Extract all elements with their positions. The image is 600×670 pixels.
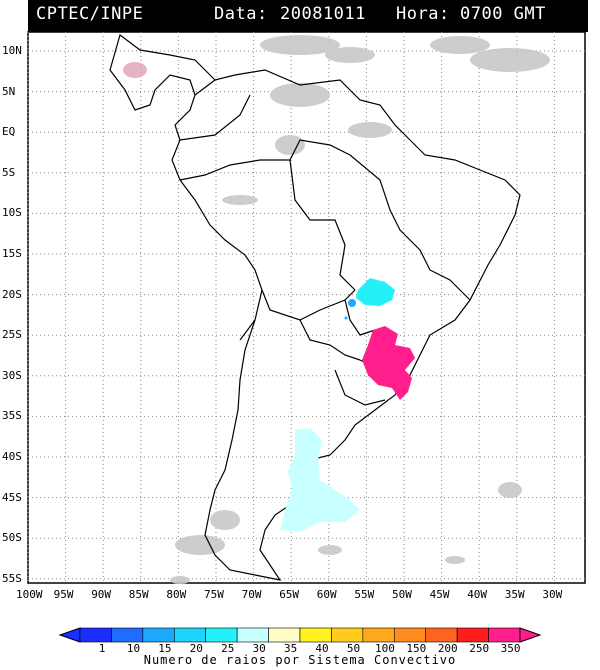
lat-tick-label: 40S <box>2 450 22 463</box>
lat-tick-label: 35S <box>2 409 22 423</box>
cloud-cover <box>170 35 550 584</box>
legend-value-label: 50 <box>346 642 361 655</box>
legend-swatch <box>173 627 207 643</box>
legend-swatch <box>79 627 112 643</box>
legend-swatch <box>488 627 521 643</box>
legend-swatch <box>205 627 238 643</box>
lon-tick-label: 60W <box>316 588 337 601</box>
graticule <box>27 32 585 583</box>
lat-tick-label: 15S <box>2 247 22 260</box>
lat-tick-label: 20S <box>2 287 22 301</box>
lat-tick-label: 50S <box>2 531 22 545</box>
legend-swatch <box>299 627 332 643</box>
legend-value-label: 15 <box>158 642 172 655</box>
lon-tick-label: 50W <box>392 588 412 601</box>
legend-swatch <box>111 627 144 643</box>
cloud-cover-pink <box>123 62 147 78</box>
lon-tick-label: 80W <box>166 588 187 601</box>
lon-tick-label: 55W <box>354 588 375 601</box>
lon-tick-label: 75W <box>204 588 224 601</box>
lat-tick-label: EQ <box>2 125 16 139</box>
lat-tick-label: 25S <box>2 328 22 342</box>
lat-tick-label: 10N <box>2 44 22 57</box>
legend-swatch <box>236 627 269 643</box>
lon-tick-label: 35W <box>504 588 525 601</box>
lon-tick-label: 45W <box>429 588 450 601</box>
legend-swatch <box>142 627 175 643</box>
lat-tick-label: 5N <box>2 84 16 98</box>
legend-value-label: 350 <box>500 642 521 655</box>
lat-tick-label: 10S <box>2 206 22 220</box>
legend-swatch <box>456 627 489 643</box>
legend-swatch <box>268 627 301 643</box>
legend-value-label: 25 <box>221 642 235 655</box>
legend-value-label: 150 <box>406 642 427 655</box>
legend-value-label: 30 <box>252 642 266 655</box>
legend-swatch <box>425 627 458 643</box>
lat-tick-label: 45S <box>2 490 22 504</box>
continent-outline <box>109 33 521 581</box>
legend-value-label: 200 <box>437 642 458 655</box>
legend-value-label: 250 <box>469 642 490 655</box>
storm-paraguay <box>344 278 395 320</box>
lon-tick-label: 85W <box>128 588 149 601</box>
map-header: CPTEC/INPE Data: 20081011 Hora: 0700 GMT <box>28 0 588 32</box>
color-legend <box>0 620 600 670</box>
legend-value-label: 1 <box>98 642 106 655</box>
lon-tick-label: 100W <box>16 588 43 601</box>
hour-value: 0700 GMT <box>460 4 546 24</box>
legend-value-label: 100 <box>374 642 395 655</box>
legend-value-label: 10 <box>126 642 141 655</box>
legend-value-label: 40 <box>315 642 329 655</box>
lat-tick-label: 55S <box>2 571 22 585</box>
lat-tick-label: 30S <box>2 368 22 382</box>
lon-tick-label: 30W <box>542 588 563 601</box>
legend-swatch <box>362 627 395 643</box>
lightning-map <box>27 31 586 584</box>
date-value: 20081011 <box>280 4 366 24</box>
legend-value-label: 20 <box>189 642 203 655</box>
legend-bar <box>58 627 542 643</box>
legend-value-label: 35 <box>283 642 298 655</box>
lon-tick-label: 90W <box>91 588 112 601</box>
date-label: Data: <box>214 4 268 24</box>
legend-arrow-left <box>58 627 81 643</box>
source-label: CPTEC/INPE <box>36 4 144 24</box>
storm-patagonia <box>280 428 360 532</box>
storm-southern-brazil <box>362 326 415 400</box>
lon-tick-label: 40W <box>467 588 488 601</box>
legend-arrow-right <box>519 627 542 643</box>
legend-swatch <box>393 627 427 643</box>
legend-swatch <box>331 627 364 643</box>
lon-tick-label: 65W <box>279 588 300 601</box>
lon-tick-label: 95W <box>53 588 74 601</box>
legend-title: Numero de raios por Sistema Convectivo <box>143 653 457 667</box>
lon-tick-label: 70W <box>241 588 262 601</box>
hour-label: Hora: <box>396 4 450 24</box>
lat-tick-label: 5S <box>2 165 16 179</box>
